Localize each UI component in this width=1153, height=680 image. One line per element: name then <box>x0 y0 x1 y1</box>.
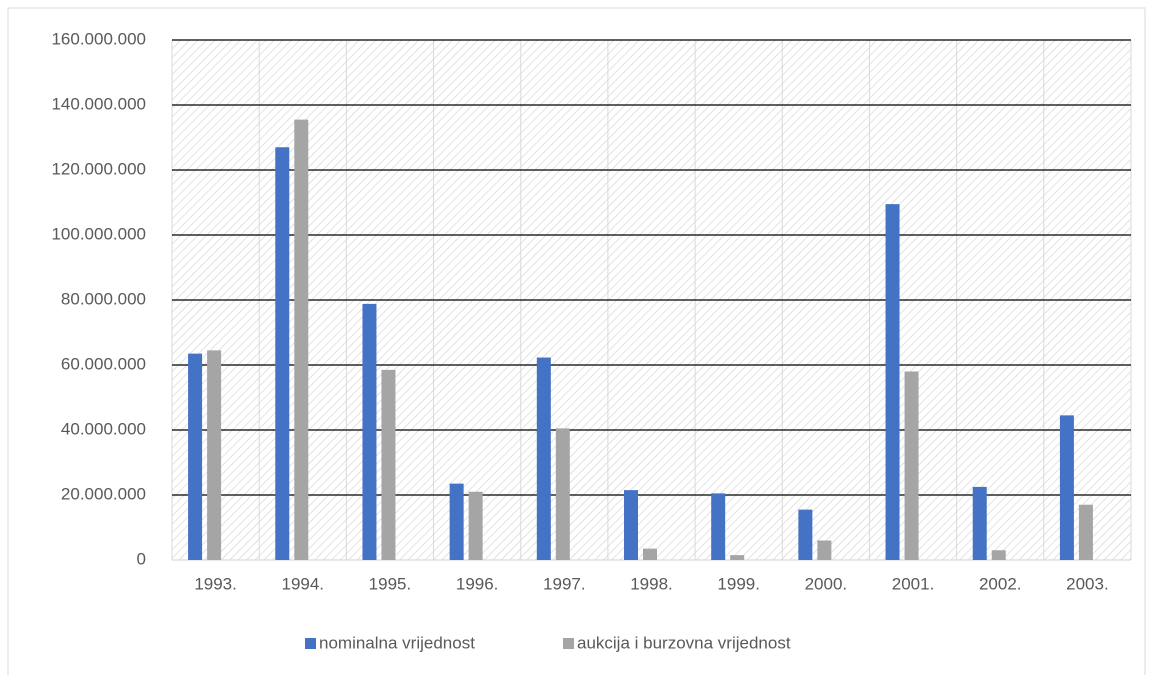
bar <box>275 147 290 560</box>
y-tick-label: 80.000.000 <box>61 289 146 308</box>
x-tick-label: 1999. <box>717 574 760 593</box>
legend-label: aukcija i burzovna vrijednost <box>577 633 791 652</box>
bar <box>730 555 745 560</box>
bar <box>449 483 464 560</box>
bar <box>991 550 1006 560</box>
y-tick-label: 60.000.000 <box>61 354 146 373</box>
y-tick-label: 140.000.000 <box>51 94 146 113</box>
y-tick-label: 120.000.000 <box>51 159 146 178</box>
bar <box>1059 415 1074 560</box>
bar <box>643 548 657 560</box>
x-tick-label: 1994. <box>281 574 324 593</box>
legend-label: nominalna vrijednost <box>319 633 475 652</box>
y-tick-label: 40.000.000 <box>61 419 146 438</box>
x-tick-label: 2000. <box>805 574 848 593</box>
bar <box>817 540 832 560</box>
bar <box>188 353 203 560</box>
bar <box>1078 504 1093 560</box>
y-tick-label: 100.000.000 <box>51 224 146 243</box>
x-tick-label: 2003. <box>1066 574 1109 593</box>
bar <box>362 303 377 560</box>
bar <box>711 493 726 560</box>
chart-border <box>7 7 1146 680</box>
bar <box>972 486 987 560</box>
legend-swatch <box>563 638 574 649</box>
bar <box>536 357 551 560</box>
bar <box>624 490 638 560</box>
bar <box>798 509 813 560</box>
legend-swatch <box>305 638 316 649</box>
x-tick-label: 1995. <box>369 574 412 593</box>
y-tick-label: 0 <box>137 549 146 568</box>
x-tick-label: 1998. <box>630 574 673 593</box>
x-tick-label: 2001. <box>892 574 935 593</box>
y-tick-label: 20.000.000 <box>61 484 146 503</box>
x-tick-label: 1997. <box>543 574 586 593</box>
x-tick-label: 1996. <box>456 574 499 593</box>
x-tick-label: 1993. <box>194 574 237 593</box>
bar <box>381 369 396 560</box>
bar <box>207 350 222 560</box>
bar <box>294 119 309 560</box>
bar <box>468 491 483 560</box>
bar <box>555 428 570 560</box>
bar <box>904 371 919 560</box>
x-tick-label: 2002. <box>979 574 1022 593</box>
bar <box>885 204 900 560</box>
y-tick-label: 160.000.000 <box>51 29 146 48</box>
